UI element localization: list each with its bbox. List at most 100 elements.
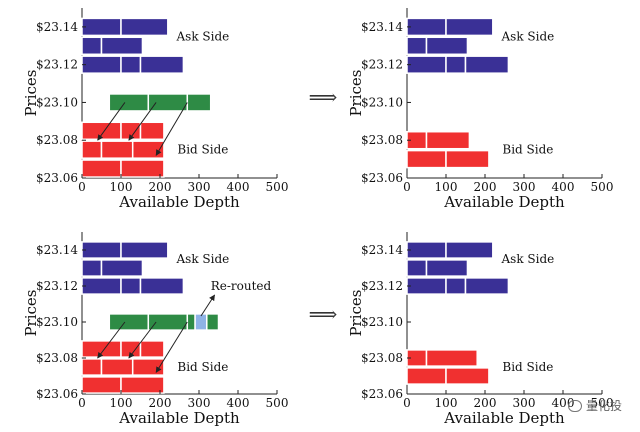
ask-bar-segment xyxy=(406,259,428,277)
x-tick-label: 200 xyxy=(149,180,172,194)
x-tick-label: 100 xyxy=(435,180,458,194)
ask-bar-segment xyxy=(464,277,510,295)
x-tick-label: 300 xyxy=(513,396,536,410)
x-tick-label: 200 xyxy=(474,396,497,410)
ask-bar-segment xyxy=(81,277,122,295)
x-axis-label: Available Depth xyxy=(118,409,240,427)
ask-bar-segment xyxy=(81,36,103,56)
ask-bar-segment xyxy=(406,55,447,74)
bid-bar-segment xyxy=(445,367,490,385)
transition-arrow-top: ⟹ xyxy=(309,85,338,109)
routing-arrow xyxy=(155,321,188,373)
order-bar-segment xyxy=(108,93,150,112)
bid-side-label: Bid Side xyxy=(177,143,228,157)
y-tick-label: $23.08 xyxy=(361,133,403,147)
bid-bar-segment xyxy=(120,376,165,394)
ask-bar-segment xyxy=(425,36,469,56)
x-tick-label: 400 xyxy=(552,180,575,194)
bid-bar-segment xyxy=(81,340,122,358)
y-tick-label: $23.10 xyxy=(361,315,403,329)
y-tick-label: $23.12 xyxy=(361,58,403,72)
ask-bar-segment xyxy=(120,17,169,37)
re-routed-arrow xyxy=(200,294,216,317)
ask-bar-segment xyxy=(81,259,103,277)
bid-bar-segment xyxy=(81,376,122,394)
bid-side-label: Bid Side xyxy=(502,360,553,374)
bid-bar-segment xyxy=(445,149,490,169)
y-tick-label: $23.12 xyxy=(361,279,403,293)
ask-bar-segment xyxy=(406,17,447,37)
ask-bar-segment xyxy=(100,36,144,56)
y-axis-label: Prices xyxy=(22,69,40,116)
x-tick-label: 300 xyxy=(188,180,211,194)
x-axis-label: Available Depth xyxy=(118,193,240,211)
watermark: 量化投 xyxy=(567,397,622,414)
y-tick-label: $23.10 xyxy=(36,95,78,109)
ask-bar-segment xyxy=(445,17,494,37)
ask-bar-segment xyxy=(139,55,185,74)
order-bar-segment xyxy=(108,313,150,331)
bid-bar-segment xyxy=(81,159,122,178)
x-tick-label: 100 xyxy=(110,396,133,410)
order-bar-segment xyxy=(186,313,196,331)
ask-bar-segment xyxy=(406,277,447,295)
bid-bar-segment xyxy=(81,121,122,141)
ask-bar-segment xyxy=(139,277,185,295)
x-tick-label: 0 xyxy=(403,180,411,194)
watermark-text: 量化投 xyxy=(585,399,622,413)
routing-arrow xyxy=(128,102,157,141)
bid-bar-segment xyxy=(139,340,165,358)
order-bar-segment xyxy=(147,313,189,331)
order-bar-segment xyxy=(147,93,189,112)
y-tick-label: $23.08 xyxy=(361,351,403,365)
chart-panel-bottom-left: 0 100 200 300 400 500 $23.14 $23.12 $23.10 $23.08… xyxy=(22,232,288,427)
re-routed-label: Re-routed xyxy=(211,279,272,293)
order-bar-segment xyxy=(194,313,208,331)
y-tick-label: $23.14 xyxy=(36,243,78,257)
x-tick-label: 500 xyxy=(591,180,614,194)
y-tick-label: $23.10 xyxy=(36,315,78,329)
bid-bar-segment xyxy=(425,349,478,367)
bid-bar-segment xyxy=(425,130,471,150)
x-tick-label: 100 xyxy=(435,396,458,410)
ask-bar-segment xyxy=(464,55,510,74)
x-tick-label: 200 xyxy=(474,180,497,194)
y-axis-label: Prices xyxy=(22,289,40,336)
bid-bar-segment xyxy=(100,140,134,159)
ask-bar-segment xyxy=(100,259,144,277)
x-axis-label: Available Depth xyxy=(443,193,565,211)
x-tick-label: 500 xyxy=(266,180,289,194)
x-tick-label: 100 xyxy=(110,180,133,194)
y-tick-label: $23.06 xyxy=(361,387,403,401)
ask-bar-segment xyxy=(445,277,467,295)
ask-bar-segment xyxy=(425,259,469,277)
transition-arrow-bottom: ⟹ xyxy=(309,302,338,326)
routing-arrow xyxy=(155,102,188,156)
bid-bar-segment xyxy=(139,121,165,141)
ask-side-label: Ask Side xyxy=(176,29,230,43)
y-tick-label: $23.12 xyxy=(36,279,78,293)
y-tick-label: $23.06 xyxy=(36,387,78,401)
chart-panel-bottom-right: 0 100 200 300 400 500$23.14$23.12$23.10$23.08… xyxy=(347,232,613,427)
bid-side-label: Bid Side xyxy=(502,143,553,157)
bid-side-label: Bid Side xyxy=(177,360,228,374)
x-tick-label: 0 xyxy=(78,180,86,194)
bid-bar-segment xyxy=(406,149,447,169)
ask-bar-segment xyxy=(445,241,494,259)
ask-bar-segment xyxy=(406,241,447,259)
x-tick-label: 0 xyxy=(78,396,86,410)
x-tick-label: 200 xyxy=(149,396,172,410)
x-tick-label: 500 xyxy=(591,396,614,410)
y-tick-label: $23.14 xyxy=(36,20,78,34)
chat-bubble-icon xyxy=(567,399,582,412)
y-tick-label: $23.14 xyxy=(361,243,403,257)
y-tick-label: $23.06 xyxy=(361,171,403,185)
ask-bar-segment xyxy=(120,55,142,74)
y-axis-label: Prices xyxy=(347,289,365,336)
x-tick-label: 300 xyxy=(188,396,211,410)
routing-arrow xyxy=(128,321,157,359)
ask-bar-segment xyxy=(81,17,122,37)
x-tick-label: 0 xyxy=(403,396,411,410)
